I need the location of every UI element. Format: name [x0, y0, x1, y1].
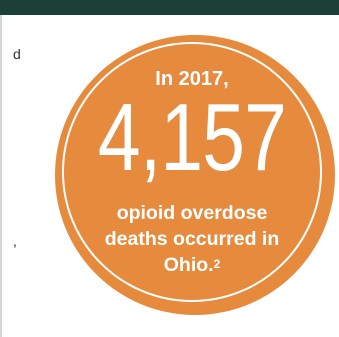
badge-intro-text: In 2017,: [155, 68, 229, 90]
badge-caption-text: Ohio.: [163, 254, 214, 276]
header-bar: [0, 0, 339, 15]
footnote-marker[interactable]: 2: [213, 257, 221, 271]
left-divider: [0, 15, 2, 337]
badge-caption-line: Ohio.2: [62, 252, 322, 278]
badge-caption: opioid overdose deaths occurred in Ohio.…: [62, 200, 322, 278]
badge-caption-line: opioid overdose: [116, 202, 268, 224]
badge-inner-ring: [62, 42, 322, 302]
badge-caption-line: deaths occurred in: [104, 228, 280, 250]
badge-statistic-number: 4,157: [97, 84, 287, 191]
clipped-text-fragment: d: [13, 46, 21, 62]
clipped-text-fragment: ,: [13, 233, 17, 249]
